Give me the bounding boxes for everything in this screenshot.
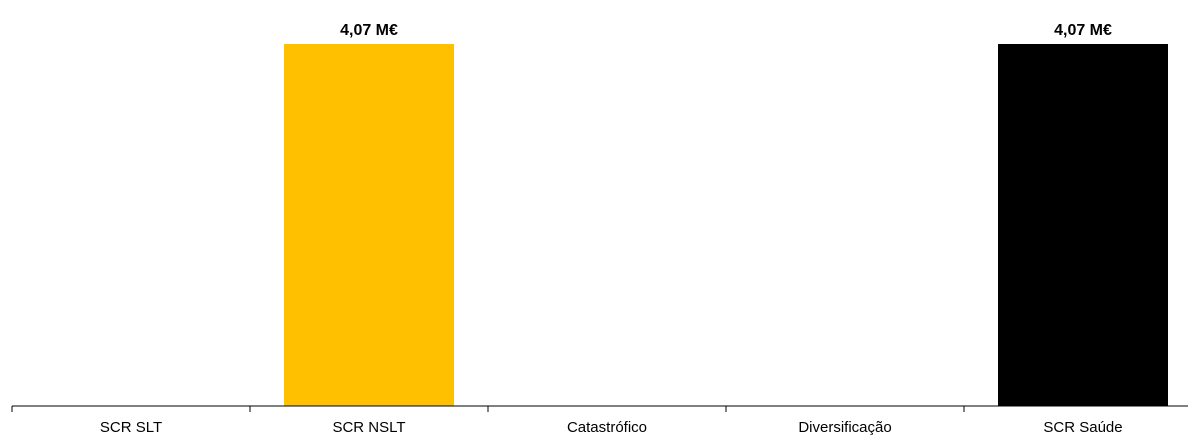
x-tick-label-1: SCR NSLT — [332, 419, 405, 436]
x-tick-label-3: Diversificação — [798, 419, 891, 436]
data-labels: 4,07 M€ 4,07 M€ — [340, 22, 1112, 39]
bars — [284, 44, 1168, 406]
data-label-1: 4,07 M€ — [340, 22, 398, 39]
bar-1 — [284, 44, 454, 406]
x-tick-label-0: SCR SLT — [100, 419, 162, 436]
data-label-4: 4,07 M€ — [1054, 22, 1112, 39]
x-tick-label-2: Catastrófico — [567, 419, 647, 436]
bar-4 — [998, 44, 1168, 406]
x-tick-label-4: SCR Saúde — [1043, 419, 1122, 436]
x-axis: SCR SLT SCR NSLT Catastrófico Diversificaçã… — [11, 405, 1188, 436]
